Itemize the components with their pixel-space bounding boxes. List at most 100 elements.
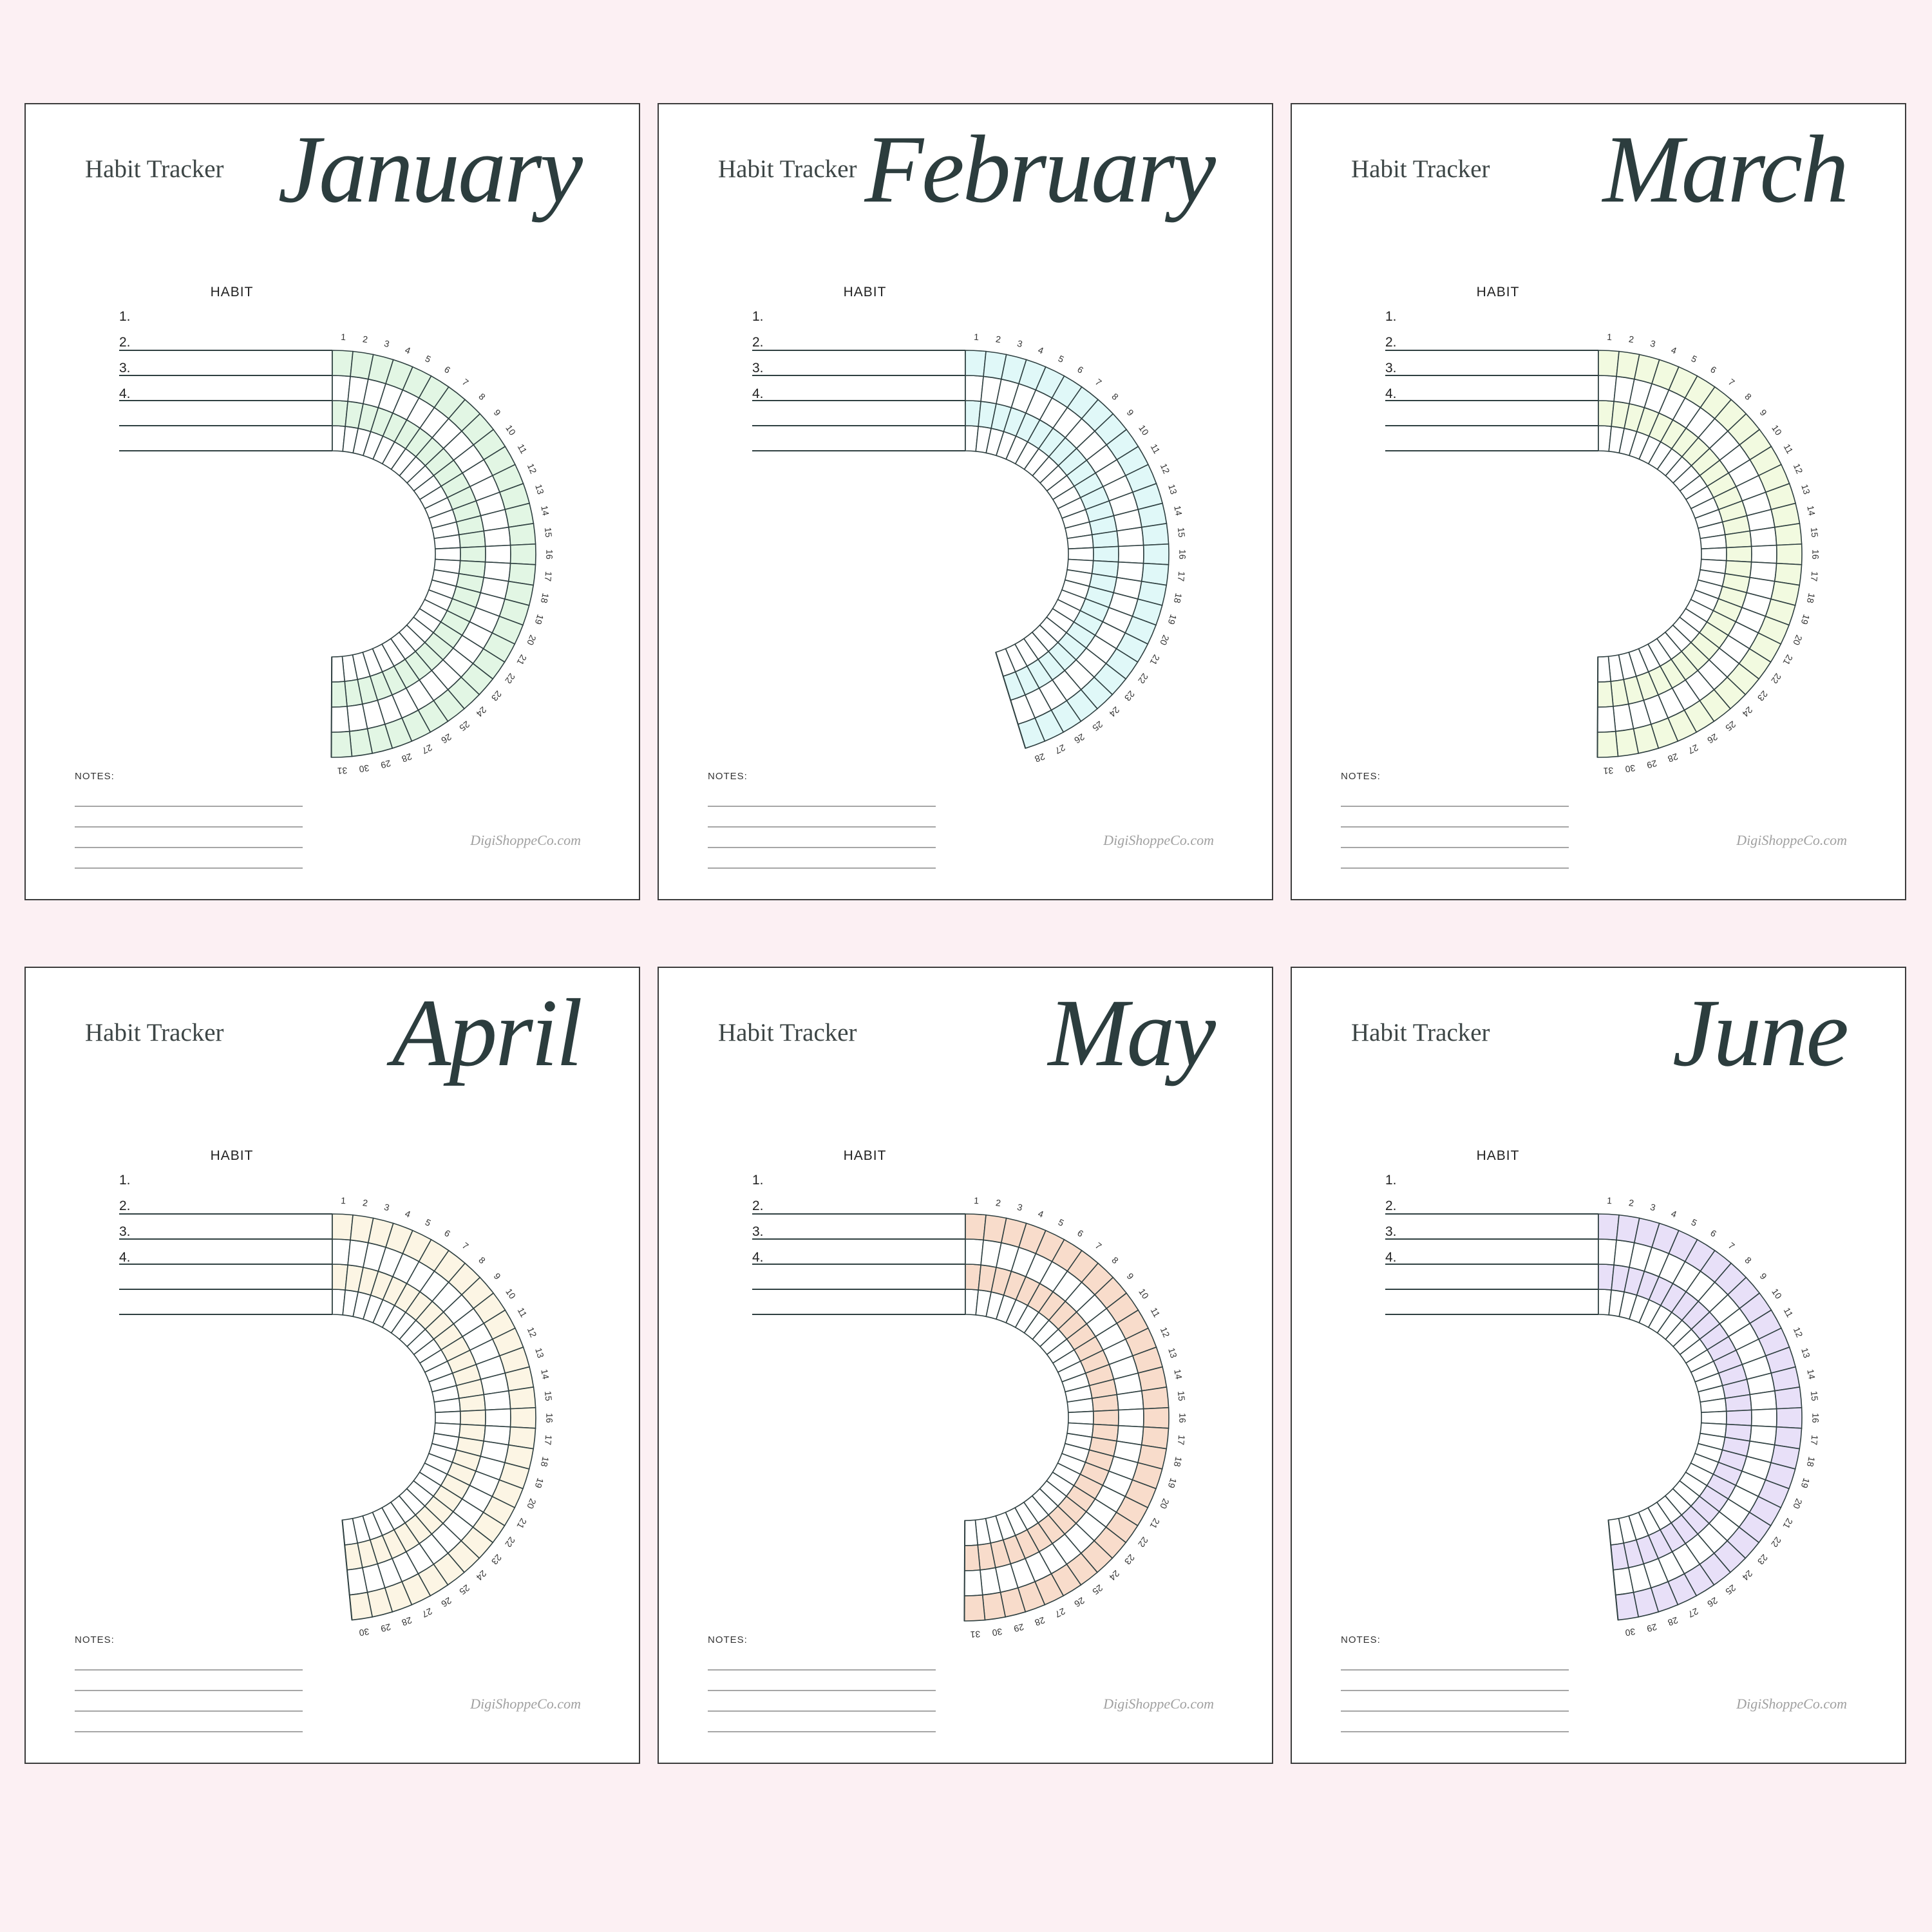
tracker-cell[interactable] <box>1142 1406 1170 1429</box>
day-number-label: 4 <box>1670 345 1678 356</box>
circular-habit-grid: 1 2 34567891011121314151617181920212223242… <box>708 1195 1188 1732</box>
day-number-label: 23 <box>489 1552 504 1566</box>
tracker-cell[interactable] <box>332 375 351 402</box>
notes-label: NOTES: <box>708 1634 748 1645</box>
tracker-cell[interactable] <box>434 547 461 562</box>
tracker-cell[interactable] <box>507 1386 536 1410</box>
day-number-label: 2 <box>995 1197 1001 1208</box>
day-number-label: 19 <box>1799 1477 1812 1490</box>
tracker-cell[interactable] <box>1749 1390 1777 1411</box>
habit-row-label: 1. <box>1385 309 1397 324</box>
tracker-cell[interactable] <box>1774 522 1803 546</box>
tracker-cell[interactable] <box>1596 706 1616 733</box>
tracker-cell[interactable] <box>331 656 346 683</box>
tracker-cell[interactable] <box>1142 543 1170 565</box>
day-number-label: 10 <box>1770 1287 1784 1301</box>
tracker-cell[interactable] <box>332 1238 351 1266</box>
day-number-label: 7 <box>460 377 471 388</box>
day-number-label: 20 <box>1791 1497 1804 1511</box>
day-number-label: 18 <box>1805 592 1817 605</box>
tracker-cell[interactable] <box>1141 522 1170 546</box>
circular-habit-grid: 1 2 34567891011121314151617181920212223242… <box>75 332 554 869</box>
tracker-cell[interactable] <box>1700 547 1727 562</box>
tracker-cell[interactable] <box>1092 545 1119 563</box>
tracker-cell[interactable] <box>1700 1410 1727 1425</box>
day-number-label: 15 <box>543 1390 554 1401</box>
tracker-cell[interactable] <box>1749 526 1777 547</box>
tracker-cell[interactable] <box>1092 1409 1119 1426</box>
tracker-cell[interactable] <box>483 526 511 547</box>
tracker-cell[interactable] <box>1776 543 1803 565</box>
tracker-cell[interactable] <box>1596 730 1619 758</box>
tracker-cell[interactable] <box>1117 544 1144 564</box>
tracker-cell[interactable] <box>434 1410 461 1425</box>
day-number-label: 24 <box>1107 1568 1121 1582</box>
habit-tracker-title: Habit Tracker <box>1351 1019 1490 1046</box>
tracker-cell[interactable] <box>1750 1408 1777 1428</box>
tracker-cell[interactable] <box>1776 1406 1803 1429</box>
tracker-cell[interactable] <box>459 1409 486 1426</box>
day-number-label: 6 <box>442 364 452 375</box>
day-number-label: 2 <box>362 334 368 345</box>
tracker-cell[interactable] <box>1067 547 1094 562</box>
day-number-label: 20 <box>525 634 538 647</box>
tracker-cell[interactable] <box>1725 1409 1752 1426</box>
tracker-cell[interactable] <box>1598 375 1617 402</box>
tracker-cell[interactable] <box>509 543 536 565</box>
day-number-label: 20 <box>1158 634 1171 647</box>
tracker-cell[interactable] <box>1774 1386 1803 1410</box>
day-number-label: 1 <box>1607 332 1613 342</box>
tracker-cell[interactable] <box>1750 544 1777 564</box>
tracker-cell[interactable] <box>965 1213 987 1241</box>
day-number-label: 5 <box>1690 353 1699 365</box>
tracker-cell[interactable] <box>1598 1213 1620 1241</box>
tracker-end-edge <box>330 656 333 758</box>
day-number-label: 26 <box>1705 732 1719 746</box>
day-number-label: 29 <box>1645 1622 1658 1634</box>
day-number-label: 1 <box>341 332 346 342</box>
tracker-cell[interactable] <box>1598 350 1620 377</box>
day-number-label: 22 <box>1136 1535 1150 1549</box>
day-number-label: 7 <box>460 1240 471 1252</box>
tracker-cell[interactable] <box>963 1569 983 1596</box>
tracker-sheet-may: Habit Tracker May HABIT 1. 2. 3. 4. NOTE… <box>658 967 1273 1764</box>
tracker-cell[interactable] <box>964 1544 981 1571</box>
habit-row-label: 1. <box>752 309 764 324</box>
tracker-cell[interactable] <box>1597 656 1612 683</box>
tracker-cell[interactable] <box>963 1594 986 1622</box>
tracker-cell[interactable] <box>965 375 984 402</box>
day-number-label: 22 <box>1769 1535 1783 1549</box>
tracker-cell[interactable] <box>484 1408 511 1428</box>
habit-tracker-title: Habit Tracker <box>85 155 224 183</box>
day-number-label: 31 <box>337 766 348 777</box>
tracker-cell[interactable] <box>484 544 511 564</box>
tracker-cell[interactable] <box>1725 545 1752 563</box>
tracker-cell[interactable] <box>509 1406 536 1429</box>
day-number-label: 6 <box>442 1227 452 1239</box>
notes-label: NOTES: <box>1341 1634 1381 1645</box>
tracker-cell[interactable] <box>507 522 536 546</box>
tracker-cell[interactable] <box>964 1519 979 1546</box>
day-number-label: 24 <box>1107 705 1121 719</box>
tracker-cell[interactable] <box>330 730 353 758</box>
tracker-cell[interactable] <box>331 681 348 708</box>
day-number-label: 9 <box>1125 1271 1136 1281</box>
tracker-cell[interactable] <box>459 545 486 563</box>
tracker-cell[interactable] <box>332 350 354 377</box>
day-number-label: 2 <box>362 1197 368 1208</box>
tracker-cell[interactable] <box>1598 1238 1617 1266</box>
tracker-cell[interactable] <box>483 1390 511 1411</box>
tracker-cell[interactable] <box>1067 1410 1094 1425</box>
tracker-cell[interactable] <box>330 706 350 733</box>
habit-column-header: HABIT <box>843 1148 887 1163</box>
day-number-label: 13 <box>533 1347 546 1359</box>
tracker-cell[interactable] <box>332 1213 354 1241</box>
tracker-cell[interactable] <box>1117 1408 1144 1428</box>
tracker-cell[interactable] <box>1597 681 1614 708</box>
tracker-cell[interactable] <box>1116 526 1144 547</box>
tracker-cell[interactable] <box>965 350 987 377</box>
day-number-label: 1 <box>974 1195 980 1206</box>
tracker-cell[interactable] <box>1116 1390 1144 1411</box>
tracker-cell[interactable] <box>1141 1386 1170 1410</box>
tracker-cell[interactable] <box>965 1238 984 1266</box>
